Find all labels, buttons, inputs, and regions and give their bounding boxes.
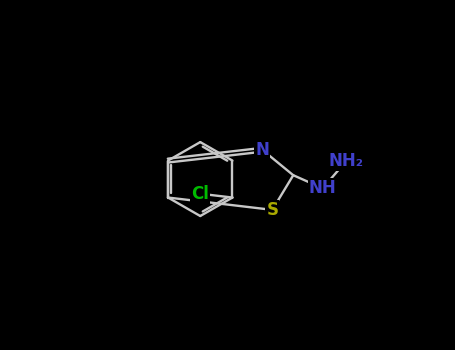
Text: Cl: Cl [191,185,209,203]
Text: NH₂: NH₂ [329,152,364,170]
Text: N: N [255,141,269,159]
Text: NH: NH [309,179,337,197]
Text: S: S [266,201,278,219]
